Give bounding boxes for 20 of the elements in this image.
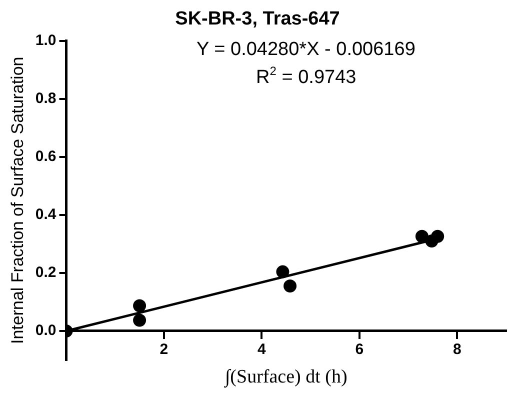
point [133,299,146,312]
x-tick-label: 6 [355,341,364,358]
x-axis-title: ∫(Surface) dt (h) [224,366,348,388]
y-tick-label: 0.0 [35,322,56,340]
annotation: Y = 0.04280*X - 0.006169 [196,38,416,60]
y-tick-label: 0.4 [35,206,57,224]
x-tick-label: 4 [258,341,267,358]
chart-title: SK-BR-3, Tras-647 [175,8,340,30]
y-axis-title: Internal Fraction of Surface Saturation [8,56,27,344]
y-tick-label: 0.2 [35,264,56,282]
x-tick-label: 2 [160,341,168,358]
y-tick-label: 0.6 [35,148,56,166]
y-tick-label: 0.8 [35,90,56,107]
x-tick-label: 8 [452,341,462,358]
point [276,265,290,278]
y-tick-label: 1.0 [35,32,56,49]
point [133,314,146,327]
point [284,280,297,293]
point [431,230,444,243]
point [415,230,428,243]
